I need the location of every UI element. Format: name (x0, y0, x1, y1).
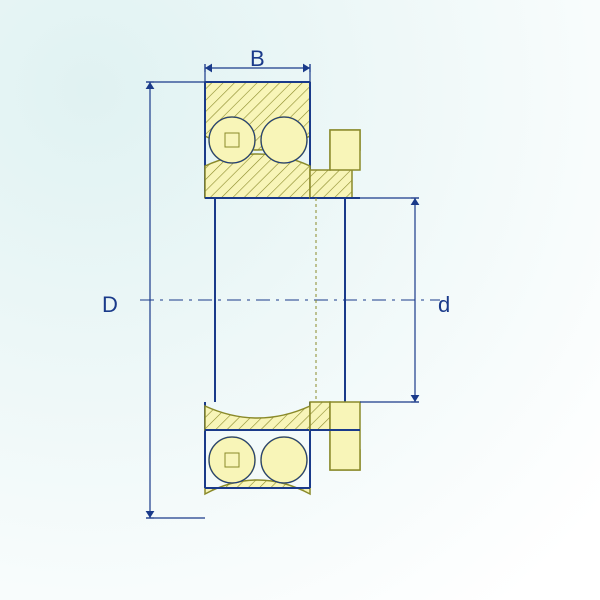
bearing-cross-section-svg (0, 0, 600, 600)
diagram-canvas: D d B (0, 0, 600, 600)
dim-label-D: D (102, 292, 118, 318)
dim-label-B: B (250, 46, 265, 72)
dim-label-d: d (438, 292, 450, 318)
